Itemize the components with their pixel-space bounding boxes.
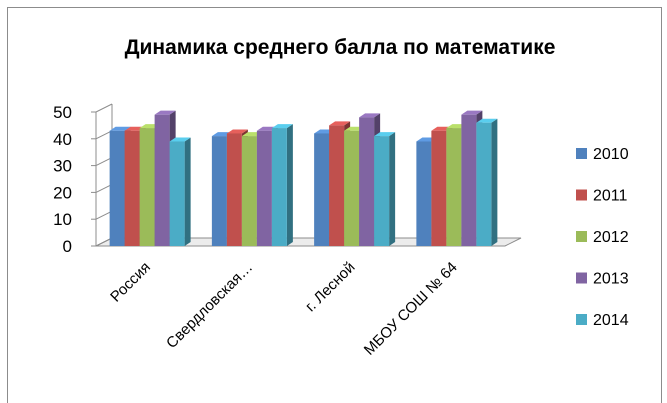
bar-front xyxy=(314,133,330,246)
bar-front xyxy=(226,133,242,246)
legend-label: 2013 xyxy=(593,271,629,288)
bar-top xyxy=(154,110,176,115)
bar-front xyxy=(211,136,227,246)
bar-side xyxy=(389,132,396,246)
bar-top xyxy=(359,113,381,118)
bar-front xyxy=(344,130,360,246)
bar-front xyxy=(476,122,492,246)
legend-label: 2010 xyxy=(593,146,629,163)
x-tick-label: МБОУ СОШ № 64 xyxy=(361,259,461,359)
legend-label: 2012 xyxy=(593,229,629,246)
y-tick-depth xyxy=(95,130,113,140)
bar-front xyxy=(359,117,375,246)
y-tick-label: 20 xyxy=(53,183,72,202)
bar-front xyxy=(416,141,432,246)
legend-swatch xyxy=(576,314,587,325)
bar xyxy=(169,137,191,246)
x-tick-label: Свердловская… xyxy=(163,259,256,352)
legend-swatch xyxy=(576,231,587,242)
bar-top xyxy=(461,110,483,115)
bar-side xyxy=(184,137,191,246)
legend-item: 2011 xyxy=(576,188,628,205)
bar-front xyxy=(446,128,462,246)
bar-front xyxy=(169,141,185,246)
y-tick-label: 10 xyxy=(53,210,72,229)
bar-front xyxy=(374,136,390,246)
bar-front xyxy=(256,130,272,246)
bar xyxy=(374,132,396,246)
bar-front xyxy=(461,114,477,247)
x-axis-labels: Россия Свердловская… г. Лесной МБОУ СОШ № 6… xyxy=(107,259,461,359)
legend-label: 2011 xyxy=(593,188,628,205)
bar-front xyxy=(109,130,125,246)
bar-front xyxy=(271,128,287,246)
bar-top xyxy=(476,118,498,123)
legend-label: 2014 xyxy=(593,312,629,329)
bar xyxy=(271,124,293,246)
bar-front xyxy=(241,136,257,246)
bar-front xyxy=(124,130,140,246)
legend-item: 2014 xyxy=(576,312,629,329)
x-tick-label: г. Лесной xyxy=(302,259,358,315)
legend-item: 2013 xyxy=(576,271,629,288)
bar-top xyxy=(329,121,351,126)
y-tick-label: 30 xyxy=(53,157,72,176)
bar-front xyxy=(431,130,447,246)
legend-item: 2010 xyxy=(576,146,629,163)
legend-item: 2012 xyxy=(576,229,629,246)
y-tick-depth xyxy=(95,210,113,220)
y-tick-label: 0 xyxy=(63,237,72,256)
legend-swatch xyxy=(576,189,587,201)
legend-swatch xyxy=(576,148,587,159)
bar-top xyxy=(169,137,191,142)
bars xyxy=(109,110,498,247)
bar xyxy=(476,118,498,246)
y-tick-depth xyxy=(95,103,113,113)
chart-title: Динамика среднего балла по математике xyxy=(124,36,556,59)
bar-top xyxy=(374,132,396,137)
bar-front xyxy=(154,114,170,247)
bar-top xyxy=(109,126,131,131)
legend: 2010 2011 2012 2013 2014 xyxy=(576,146,629,329)
y-tick-depth xyxy=(95,157,113,167)
y-tick-depth xyxy=(95,183,113,193)
y-tick-depth xyxy=(95,237,113,247)
y-axis: 0 10 20 30 40 50 xyxy=(53,103,113,256)
bar-front xyxy=(329,125,345,246)
y-tick-label: 40 xyxy=(53,130,72,149)
y-tick-label: 50 xyxy=(53,103,72,122)
bar-side xyxy=(491,118,498,246)
x-tick-label: Россия xyxy=(107,259,154,306)
legend-swatch xyxy=(576,272,587,284)
bar-top xyxy=(271,124,293,129)
bar-top xyxy=(226,129,248,134)
bar-side xyxy=(286,124,293,246)
bar-front xyxy=(139,128,155,246)
